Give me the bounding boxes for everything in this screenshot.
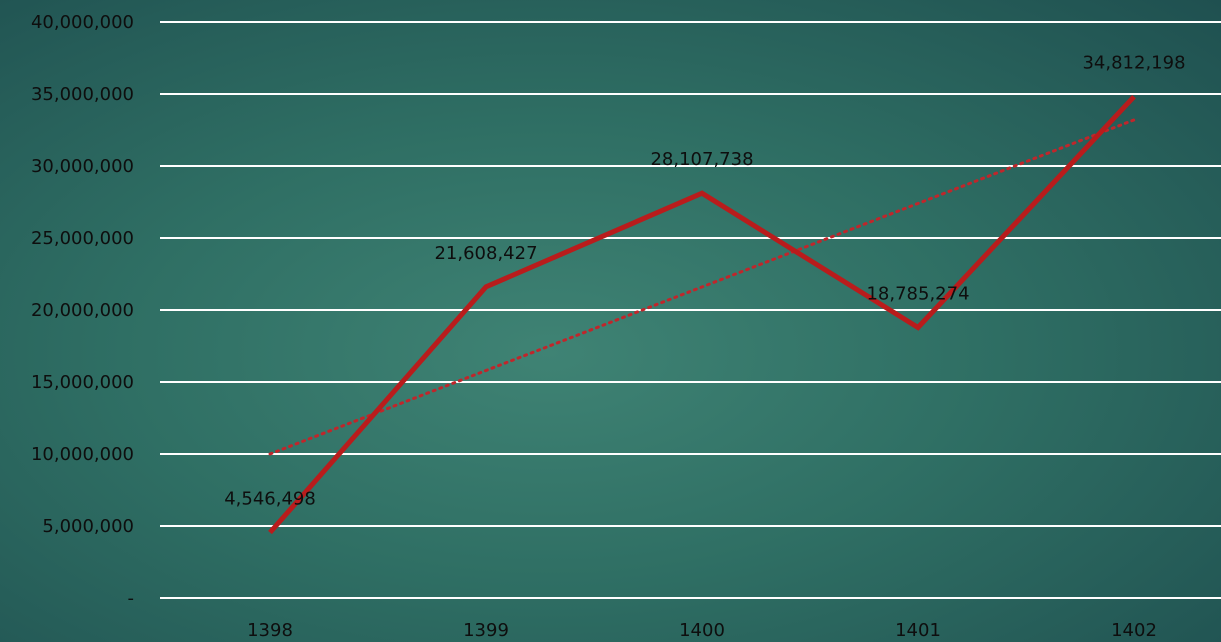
y-tick-label: 35,000,000 <box>31 84 134 105</box>
trendline-line <box>268 118 1136 456</box>
x-tick-label: 1402 <box>1111 620 1157 641</box>
data-labels: 4,546,498 21,608,427 28,107,738 18,785,274 3… <box>224 53 1185 510</box>
y-tick-label: 15,000,000 <box>31 372 134 393</box>
data-label: 4,546,498 <box>224 489 316 510</box>
series-line <box>268 94 1136 535</box>
data-series <box>268 94 1136 535</box>
x-tick-label: 1400 <box>679 620 725 641</box>
x-axis-tick-labels: 1398 1399 1400 1401 1402 <box>247 620 1157 641</box>
y-tick-label: 5,000,000 <box>42 516 134 537</box>
y-axis-tick-labels: - 5,000,000 10,000,000 15,000,000 20,000,000… <box>31 12 134 609</box>
y-tick-label: 30,000,000 <box>31 156 134 177</box>
data-label: 21,608,427 <box>434 243 537 264</box>
data-label: 28,107,738 <box>650 149 753 170</box>
y-tick-label: 40,000,000 <box>31 12 134 33</box>
y-tick-label: - <box>128 588 135 609</box>
x-tick-label: 1399 <box>463 620 509 641</box>
x-tick-label: 1401 <box>895 620 941 641</box>
y-tick-label: 20,000,000 <box>31 300 134 321</box>
y-tick-label: 10,000,000 <box>31 444 134 465</box>
data-label: 34,812,198 <box>1082 53 1185 74</box>
x-tick-label: 1398 <box>247 620 293 641</box>
gridlines <box>160 21 1221 599</box>
trendline <box>268 118 1136 456</box>
y-tick-label: 25,000,000 <box>31 228 134 249</box>
data-label: 18,785,274 <box>866 283 969 304</box>
